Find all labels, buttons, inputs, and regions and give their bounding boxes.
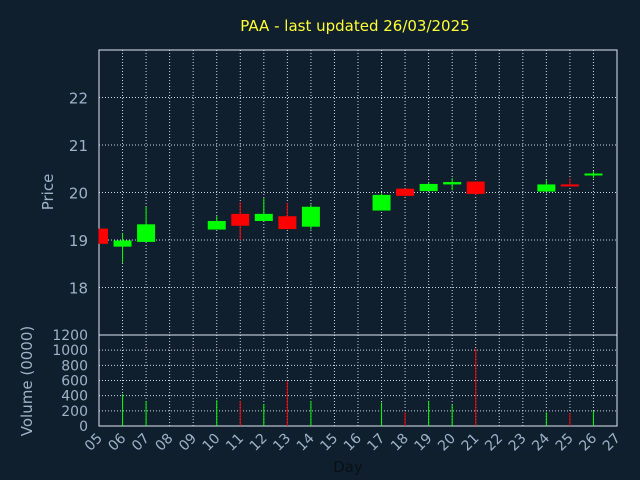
candle-body: [443, 182, 462, 185]
volume-tick-label: 200: [61, 404, 88, 420]
x-tick-label: 08: [153, 431, 177, 455]
volume-tick-label: 600: [61, 374, 88, 390]
candle-body: [231, 213, 250, 226]
price-tick-label: 22: [69, 90, 88, 108]
x-axis: 05 06 07 08 09 10 11 12 13 14 15 16 17 18 19 20 21 22 23 24…: [82, 430, 624, 454]
x-tick-label: 24: [529, 430, 553, 454]
volume-series: [122, 348, 594, 426]
volume-tick-label: 1000: [52, 343, 88, 359]
candle-body: [113, 240, 132, 247]
candle-body: [560, 184, 579, 187]
volume-plot-area: [98, 334, 618, 427]
volume-axis-label: Volume (0000): [18, 326, 36, 436]
x-tick-label: 23: [506, 431, 530, 455]
x-tick-label: 27: [600, 431, 624, 455]
x-tick-label: 21: [459, 431, 483, 455]
x-tick-label: 17: [364, 431, 388, 455]
volume-tick-label: 0: [79, 419, 88, 435]
volume-tick-label: 400: [61, 389, 88, 405]
candle-body: [99, 228, 108, 244]
candlestick-series: [98, 171, 603, 263]
candle-body: [537, 184, 556, 192]
x-tick-label: 16: [341, 430, 365, 454]
x-tick-label: 06: [105, 430, 129, 454]
x-tick-label: 26: [576, 430, 600, 454]
candle-body: [301, 206, 320, 227]
candle-body: [396, 188, 415, 196]
candle-body: [207, 221, 226, 230]
candle-body: [254, 213, 273, 221]
price-tick-label: 19: [69, 232, 88, 250]
candle-body: [278, 216, 297, 230]
x-tick-label: 22: [482, 431, 506, 455]
candle-body: [466, 181, 485, 194]
price-axis-label: Price: [39, 174, 57, 211]
x-tick-label: 13: [270, 431, 294, 455]
candle-body: [419, 183, 438, 192]
price-tick-label: 21: [69, 137, 88, 155]
x-tick-label: 15: [317, 431, 341, 455]
price-tick-label: 18: [69, 280, 88, 298]
price-tick-label: 20: [69, 185, 88, 203]
x-tick-label: 11: [223, 431, 247, 455]
x-tick-label: 20: [435, 431, 459, 455]
x-tick-label: 25: [553, 431, 577, 455]
x-tick-label: 09: [176, 431, 200, 455]
candle-body: [137, 224, 156, 242]
x-tick-label: 18: [388, 431, 412, 455]
volume-grid: [99, 335, 617, 426]
price-grid: [99, 50, 617, 335]
volume-tick-label: 1200: [52, 328, 88, 344]
x-axis-label: Day: [333, 458, 363, 476]
candle-body: [584, 173, 603, 176]
chart-title: PAA - last updated 26/03/2025: [240, 17, 469, 35]
x-tick-label: 14: [294, 430, 318, 454]
x-tick-label: 12: [247, 431, 271, 455]
x-tick-label: 10: [200, 431, 224, 455]
volume-tick-label: 800: [61, 358, 88, 374]
x-tick-label: 07: [129, 431, 153, 455]
price-axis: 18 19 20 21 22: [69, 90, 88, 298]
x-tick-label: 19: [412, 431, 436, 455]
candle-body: [372, 194, 391, 211]
